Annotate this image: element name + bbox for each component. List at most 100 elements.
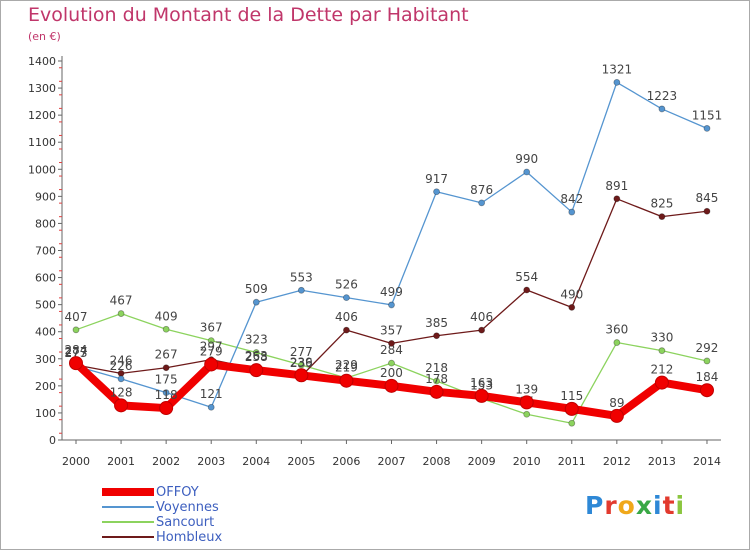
y-tick-label: 300 (35, 353, 56, 366)
data-label-sancourt: 367 (200, 321, 223, 335)
data-label-hombleux: 263 (245, 349, 268, 363)
data-point-voyennes (343, 294, 350, 302)
data-point-voyennes (613, 78, 621, 86)
data-point-hombleux (433, 332, 440, 340)
data-label-offoy: 239 (290, 355, 313, 369)
legend-label: OFFOY (156, 485, 199, 500)
y-tick-label: 400 (35, 326, 56, 339)
data-label-voyennes: 553 (290, 270, 313, 284)
y-tick-label: 500 (35, 299, 56, 312)
data-label-sancourt: 153 (470, 379, 493, 393)
data-label-voyennes: 842 (560, 192, 583, 206)
data-label-offoy: 128 (110, 385, 133, 399)
data-point-hombleux (523, 286, 531, 294)
x-tick-label: 2009 (468, 455, 496, 468)
x-tick-label: 2008 (423, 455, 451, 468)
x-tick-label: 2007 (377, 455, 405, 468)
data-label-hombleux: 490 (560, 287, 583, 301)
data-label-offoy: 89 (609, 396, 624, 410)
legend-label: Sancourt (156, 515, 215, 530)
data-label-offoy: 212 (650, 363, 673, 377)
data-label-voyennes: 1223 (647, 89, 678, 103)
data-label-hombleux: 845 (696, 191, 719, 205)
data-label-sancourt: 229 (335, 358, 358, 372)
data-point-voyennes (162, 389, 170, 397)
data-label-offoy: 163 (470, 376, 493, 390)
data-point-voyennes (523, 168, 531, 176)
y-tick-label: 1300 (28, 82, 56, 95)
data-label-offoy: 279 (200, 344, 223, 358)
legend-label: Voyennes (156, 500, 219, 515)
data-point-voyennes (207, 403, 215, 411)
data-label-offoy: 115 (560, 389, 583, 403)
data-label-hombleux: 554 (515, 270, 538, 284)
chart-title: Evolution du Montant de la Dette par Hab… (28, 4, 469, 26)
data-label-sancourt: 323 (245, 333, 268, 347)
data-label-sancourt: 218 (425, 361, 448, 375)
data-point-sancourt (658, 347, 666, 355)
y-tick-label: 1000 (28, 163, 56, 176)
data-label-offoy: 200 (380, 366, 403, 380)
data-point-sancourt (433, 377, 440, 385)
data-point-sancourt (568, 419, 576, 427)
y-tick-label: 700 (35, 245, 56, 258)
data-point-sancourt (162, 325, 170, 333)
data-label-voyennes: 1151 (692, 108, 723, 122)
data-label-voyennes: 917 (425, 172, 448, 186)
y-tick-label: 0 (49, 434, 56, 447)
data-label-voyennes: 990 (515, 152, 538, 166)
data-point-offoy (249, 363, 264, 378)
logo-letter: P (585, 491, 605, 520)
data-label-voyennes: 499 (380, 285, 403, 299)
data-point-offoy (474, 388, 489, 403)
x-tick-label: 2005 (287, 455, 315, 468)
data-label-hombleux: 267 (155, 348, 178, 362)
data-point-voyennes (297, 286, 305, 294)
x-tick-label: 2002 (152, 455, 180, 468)
y-tick-label: 1400 (28, 55, 56, 68)
data-label-offoy: 139 (515, 382, 538, 396)
x-tick-label: 2014 (693, 455, 721, 468)
data-point-offoy (564, 401, 579, 416)
data-point-hombleux (478, 326, 486, 334)
data-point-hombleux (568, 303, 576, 311)
data-label-sancourt: 330 (650, 331, 673, 345)
data-label-hombleux: 277 (65, 345, 88, 359)
data-label-hombleux: 891 (605, 179, 628, 193)
x-tick-label: 2001 (107, 455, 135, 468)
y-tick-label: 200 (35, 380, 56, 393)
x-tick-label: 2004 (242, 455, 270, 468)
data-point-offoy (429, 384, 444, 399)
data-label-offoy: 258 (245, 350, 268, 364)
legend-swatch (102, 521, 154, 523)
data-label-hombleux: 246 (110, 353, 133, 367)
logo-letter: i (653, 491, 663, 520)
y-tick-label: 1200 (28, 109, 56, 122)
data-point-voyennes (117, 375, 125, 383)
data-point-sancourt (72, 326, 80, 334)
data-point-sancourt (388, 359, 395, 367)
data-label-offoy: 284 (65, 343, 88, 357)
data-label-sancourt: 360 (605, 323, 628, 337)
data-point-offoy (159, 401, 174, 416)
legend-label: Hombleux (156, 530, 223, 545)
y-tick-label: 800 (35, 217, 56, 230)
logo-letter: t (662, 491, 676, 520)
data-label-offoy: 184 (696, 370, 719, 384)
x-tick-label: 2006 (332, 455, 360, 468)
data-point-hombleux (613, 195, 621, 203)
data-label-offoy: 219 (335, 361, 358, 375)
data-point-sancourt (117, 310, 125, 317)
data-point-offoy (609, 408, 624, 423)
data-label-hombleux: 357 (380, 323, 403, 337)
data-point-sancourt (297, 361, 305, 369)
data-label-offoy: 118 (155, 388, 178, 402)
data-point-voyennes (568, 208, 576, 216)
data-point-offoy (384, 378, 399, 393)
x-tick-label: 2010 (513, 455, 541, 468)
x-tick-label: 2012 (603, 455, 631, 468)
data-point-sancourt (207, 337, 215, 345)
data-point-voyennes (433, 188, 440, 196)
logo-letter: i (675, 491, 686, 520)
